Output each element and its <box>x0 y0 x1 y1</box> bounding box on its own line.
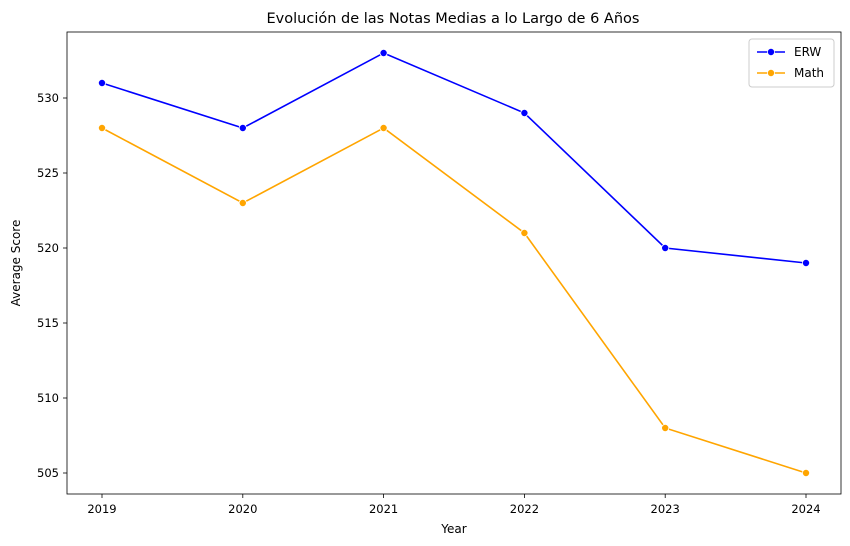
legend-label-math: Math <box>794 66 824 80</box>
x-tick-label: 2024 <box>791 502 820 516</box>
legend: ERW Math <box>748 38 835 88</box>
y-tick-label: 530 <box>37 91 59 105</box>
data-point-math <box>238 198 247 207</box>
data-point-math <box>520 228 529 237</box>
legend-label-erw: ERW <box>794 45 821 59</box>
x-tick-label: 2020 <box>228 502 257 516</box>
data-point-erw <box>98 79 107 88</box>
y-tick-label: 525 <box>37 166 59 180</box>
plot-frame <box>66 31 842 495</box>
x-tick-label: 2022 <box>510 502 539 516</box>
series-line-erw <box>101 52 807 264</box>
y-tick-label: 505 <box>37 466 59 480</box>
x-tick-label: 2023 <box>651 502 680 516</box>
data-point-erw <box>379 49 388 58</box>
y-tick-label: 515 <box>37 316 59 330</box>
legend-marker-erw <box>767 48 776 57</box>
y-tick-label: 520 <box>37 241 59 255</box>
data-point-erw <box>661 243 670 252</box>
data-point-erw <box>802 258 811 267</box>
data-point-math <box>661 423 670 432</box>
data-point-erw <box>520 109 529 118</box>
x-tick-label: 2021 <box>369 502 398 516</box>
series-layer <box>98 49 811 477</box>
y-tick-label: 510 <box>37 391 59 405</box>
data-point-math <box>98 124 107 133</box>
y-axis-ticks: 505 510 515 520 525 530 <box>37 91 67 480</box>
legend-marker-math <box>767 69 776 78</box>
x-tick-label: 2019 <box>87 502 116 516</box>
chart-title: Evolución de las Notas Medias a lo Largo… <box>267 11 640 27</box>
data-point-math <box>379 124 388 133</box>
series-line-math <box>101 127 807 474</box>
data-point-math <box>802 468 811 477</box>
y-axis-label: Average Score <box>9 220 23 307</box>
data-point-erw <box>238 124 247 133</box>
x-axis-ticks: 2019 2020 2021 2022 2023 2024 <box>87 494 821 516</box>
x-axis-label: Year <box>440 522 466 536</box>
